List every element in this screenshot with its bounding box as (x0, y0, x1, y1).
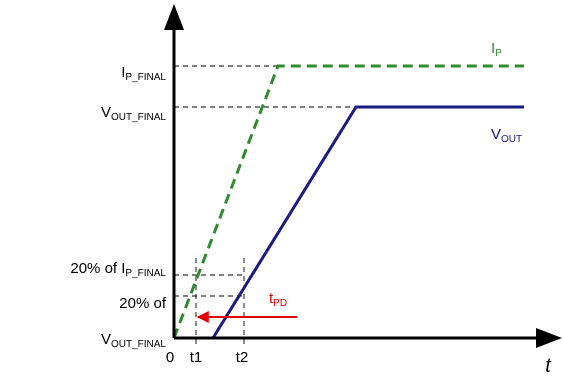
vout-final-label: VOUT_FINAL (101, 104, 166, 123)
tpd-label: tPD (269, 290, 287, 309)
t2-label: t2 (236, 349, 249, 366)
origin-label: 0 (166, 349, 174, 366)
vout-curve (211, 105, 524, 339)
x-axis-arrow-icon (536, 328, 562, 348)
vout20-label-line2: VOUT_FINAL (101, 331, 166, 350)
t1-label: t1 (190, 349, 203, 366)
y-axis-arrow-icon (164, 4, 184, 30)
x-axis-label: t (545, 355, 552, 377)
vout20-label-line1: 20% of (119, 295, 167, 312)
vout-curve-label: VOUT (491, 126, 522, 145)
ip-final-label: IP_FINAL (121, 64, 166, 83)
ip20-label: 20% of IP_FINAL (70, 260, 166, 279)
ip-curve-label: IP (491, 40, 502, 59)
ip-curve (172, 64, 524, 339)
